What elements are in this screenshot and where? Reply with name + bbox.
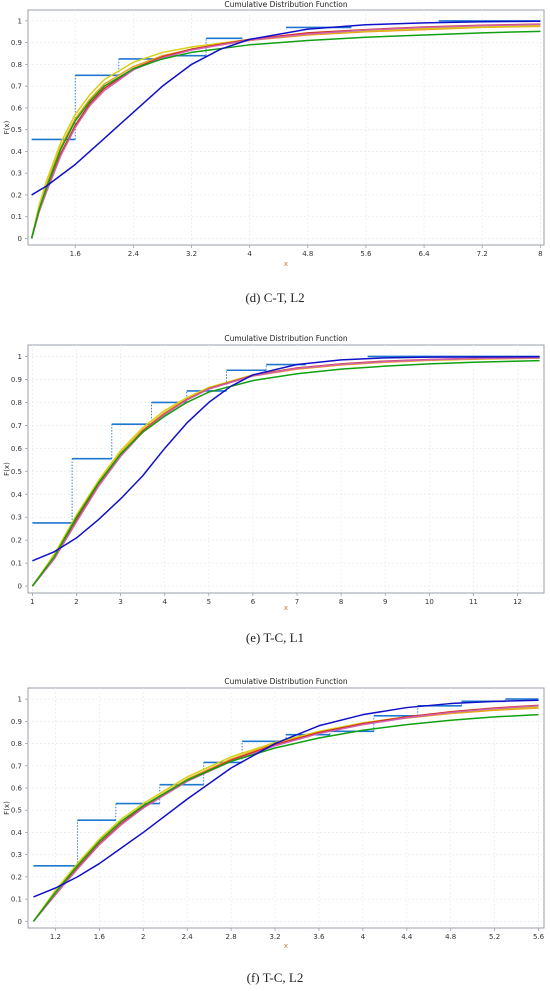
- y-tick-label: 0.8: [11, 61, 22, 69]
- x-tick-label: 4.8: [445, 933, 456, 941]
- x-tick-label: 5.6: [360, 250, 372, 258]
- cdf-chart-d: Cumulative Distribution Function 0 0.1 0.2 0…: [3, 0, 545, 268]
- x-tick-label: 1.2: [50, 933, 61, 941]
- x-tick-label: 2: [141, 933, 145, 941]
- cdf-curve-green: [31, 359, 540, 587]
- panel-f: Cumulative Distribution Function 0 0.1 0.2 0…: [0, 672, 550, 991]
- chart-title: Cumulative Distribution Function: [224, 677, 347, 686]
- y-tick-label: 0.1: [11, 560, 22, 568]
- x-tick-label: 7.2: [477, 250, 488, 258]
- y-tick-label: 0.3: [11, 514, 22, 522]
- chart-title: Cumulative Distribution Function: [224, 0, 347, 9]
- cdf-curve-blue: [33, 699, 539, 898]
- cdf-curve-yellow: [30, 24, 541, 239]
- x-tick-label: 2.8: [226, 933, 237, 941]
- x-tick-label: 8: [339, 598, 343, 606]
- x-tick-label: 12: [513, 598, 522, 606]
- panel-d: Cumulative Distribution Function 0 0.1 0.2 0…: [0, 0, 550, 320]
- x-tick-label: 2.4: [128, 250, 140, 258]
- y-tick-label: 0.1: [11, 896, 22, 904]
- y-tick-label: 0.5: [11, 468, 22, 476]
- y-tick-label: 0: [18, 583, 22, 591]
- y-tick-label: 0.9: [11, 718, 22, 726]
- x-axis-label: x: [284, 604, 288, 612]
- x-tick-label: 6: [251, 598, 256, 606]
- y-tick-label: 1: [18, 696, 22, 704]
- y-tick-label: 1: [18, 17, 22, 25]
- y-tick-label: 0.6: [11, 785, 23, 793]
- y-tick-label: 0.5: [11, 807, 22, 815]
- y-tick-label: 0.7: [11, 422, 22, 430]
- cdf-curve-green: [32, 713, 539, 922]
- x-tick-label: 4: [162, 598, 167, 606]
- caption-e: (e) T-C, L1: [245, 630, 305, 645]
- y-tick-label: 0.2: [11, 537, 22, 545]
- x-tick-label: 1: [30, 598, 34, 606]
- x-tick-label: 5.2: [489, 933, 500, 941]
- y-tick-label: 0.7: [11, 83, 22, 91]
- cdf-curve-orange: [30, 25, 541, 239]
- cdf-curve-blue: [32, 355, 540, 562]
- series-group: [32, 698, 539, 922]
- y-tick-label: 0.5: [11, 126, 22, 134]
- cdf-chart-e: Cumulative Distribution Function 0 0.1 0.2 0…: [3, 334, 545, 612]
- y-tick-label: 0.4: [11, 829, 23, 837]
- y-tick-label: 0.6: [11, 104, 23, 112]
- y-tick-label: 0.1: [11, 213, 22, 221]
- y-tick-label: 0.2: [11, 191, 22, 199]
- y-axis-label: F(x): [3, 120, 11, 134]
- x-axis-label: x: [284, 260, 288, 268]
- x-tick-label: 4.8: [302, 250, 313, 258]
- x-axis-label: x: [284, 942, 288, 950]
- y-tick-label: 0: [18, 918, 22, 926]
- y-tick-label: 0.8: [11, 740, 22, 748]
- y-tick-label: 0.9: [11, 376, 22, 384]
- x-tick-label: 3.2: [186, 250, 197, 258]
- series-group: [30, 20, 541, 239]
- caption-f: (f) T-C, L2: [246, 970, 304, 985]
- plot-area: [27, 687, 545, 929]
- x-tick-label: 7: [295, 598, 299, 606]
- y-tick-label: 0.2: [11, 873, 22, 881]
- y-tick-label: 0.4: [11, 491, 23, 499]
- x-tick-label: 9: [383, 598, 387, 606]
- x-tick-label: 4.4: [401, 933, 413, 941]
- plot-area: [27, 344, 545, 594]
- y-axis-label: F(x): [3, 801, 11, 815]
- x-tick-label: 2.4: [182, 933, 194, 941]
- x-tick-label: 4: [247, 250, 252, 258]
- cdf-curve-blue: [31, 20, 541, 196]
- x-tick-label: 1.6: [70, 250, 82, 258]
- x-tick-label: 10: [425, 598, 434, 606]
- x-tick-label: 2: [74, 598, 78, 606]
- x-tick-label: 8: [538, 250, 542, 258]
- y-tick-label: 0.3: [11, 170, 22, 178]
- y-tick-label: 1: [18, 353, 22, 361]
- x-tick-label: 3.6: [313, 933, 325, 941]
- y-tick-label: 0.9: [11, 39, 22, 47]
- series-group: [31, 355, 540, 587]
- y-tick-label: 0.4: [11, 148, 23, 156]
- chart-title: Cumulative Distribution Function: [224, 334, 347, 343]
- x-tick-label: 11: [469, 598, 478, 606]
- y-axis-label: F(x): [3, 462, 11, 476]
- caption-d: (d) C-T, L2: [245, 290, 305, 305]
- y-tick-label: 0.7: [11, 762, 22, 770]
- x-tick-label: 3.2: [269, 933, 280, 941]
- x-tick-label: 1.6: [94, 933, 106, 941]
- x-tick-label: 5.6: [533, 933, 545, 941]
- y-tick-label: 0.8: [11, 399, 22, 407]
- x-tick-label: 3: [118, 598, 122, 606]
- cdf-curve-green: [30, 30, 541, 239]
- panel-e: Cumulative Distribution Function 0 0.1 0.2 0…: [0, 325, 550, 660]
- y-tick-label: 0.6: [11, 445, 23, 453]
- x-tick-label: 6.4: [419, 250, 431, 258]
- y-tick-label: 0.3: [11, 851, 22, 859]
- y-tick-label: 0: [18, 235, 22, 243]
- x-tick-label: 5: [207, 598, 211, 606]
- x-tick-label: 4: [361, 933, 366, 941]
- plot-area: [27, 9, 545, 246]
- cdf-chart-f: Cumulative Distribution Function 0 0.1 0.2 0…: [3, 677, 545, 950]
- cdf-curve-pink: [31, 356, 540, 587]
